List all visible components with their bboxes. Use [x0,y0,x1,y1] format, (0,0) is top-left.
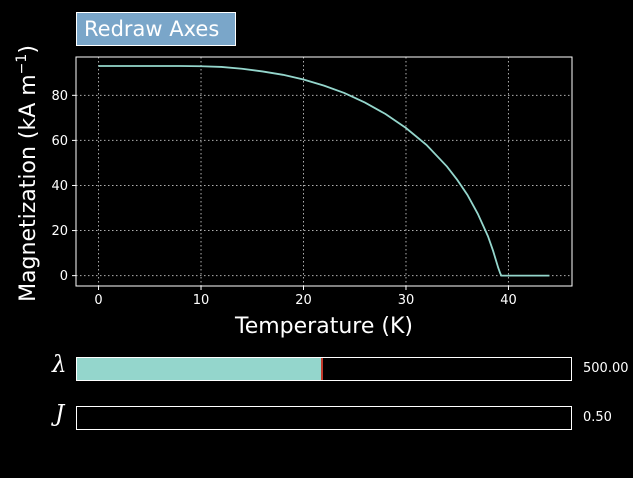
x-tick-label: 20 [295,293,312,308]
redraw-axes-button[interactable]: Redraw Axes [76,12,236,46]
x-tick-label: 0 [94,293,102,308]
lambda-slider-fill [77,358,323,380]
lambda-slider-handle[interactable] [321,358,324,380]
j-slider-label: J [55,401,65,427]
chart-grid [76,57,572,286]
y-axis-label: Magnetization (kA m−1) [14,45,41,302]
x-tick-label: 30 [398,293,415,308]
lambda-value: 500.00 [583,361,629,376]
y-tick-label: 80 [51,89,68,104]
plot-frame [75,56,573,287]
x-axis-label: Temperature (K) [234,314,413,339]
y-tick-label: 40 [51,179,68,194]
x-tick-label: 10 [193,293,210,308]
lambda-slider[interactable] [76,357,572,381]
x-tick-label: 40 [500,293,517,308]
y-axis-label-main: Magnetization (kA m [16,74,41,302]
j-slider[interactable] [76,406,572,430]
series-line [98,65,550,277]
lambda-slider-label: λ [52,352,67,378]
chart-ticks: 0 10 20 30 40 0 20 40 60 80 [51,89,516,308]
y-axis-label-sup: −1 [14,54,30,75]
y-axis-label-end: ) [16,45,41,54]
y-tick-label: 0 [60,269,68,284]
j-value: 0.50 [583,410,612,425]
y-tick-label: 60 [51,134,68,149]
y-tick-label: 20 [51,224,68,239]
